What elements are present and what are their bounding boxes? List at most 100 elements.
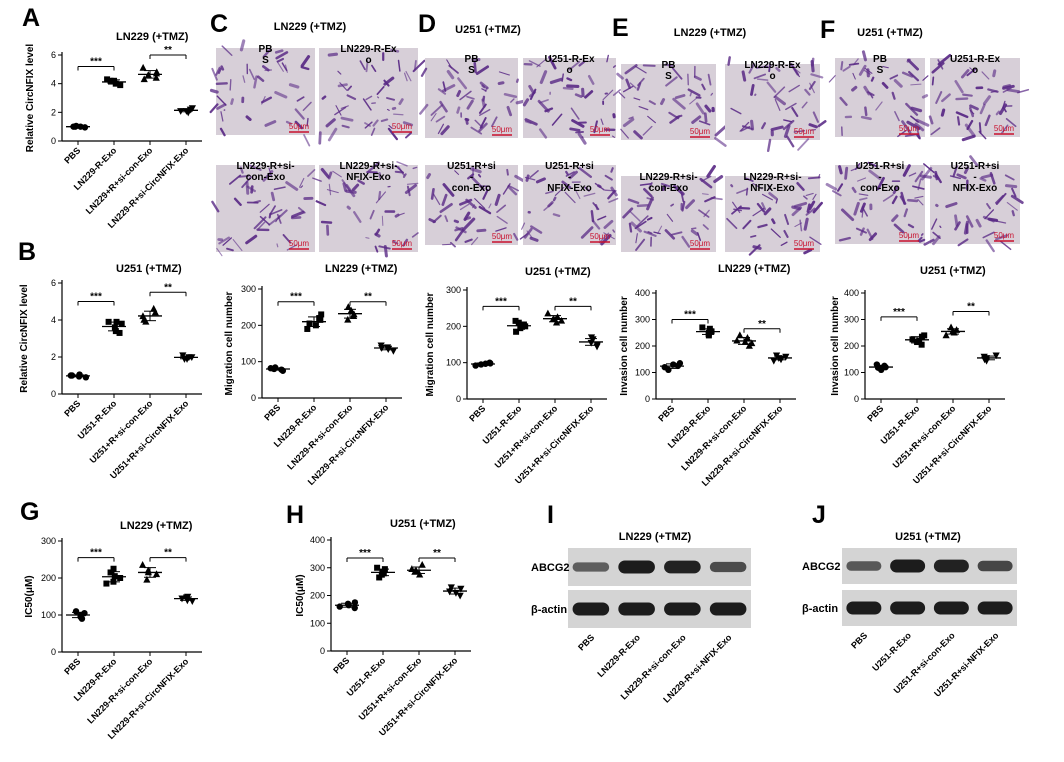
micrograph-d-stain bbox=[446, 69, 455, 80]
micrograph-c-stain bbox=[387, 127, 398, 141]
panel-a-ytick-label: 6 bbox=[51, 50, 56, 60]
panel-a-xtick-label: LN229+R+si-con-Exo bbox=[84, 145, 155, 216]
micrograph-f-stain bbox=[969, 109, 975, 115]
micrograph-d-stain bbox=[528, 84, 536, 95]
micrograph-f-stain bbox=[982, 231, 995, 239]
micrograph-c-stain bbox=[332, 170, 342, 178]
micrograph-e-stain bbox=[770, 125, 784, 132]
micrograph-e-label-line: con-Exo bbox=[649, 183, 688, 194]
micrograph-e-stain bbox=[744, 177, 754, 182]
panel-c-title: LN229 (+TMZ) bbox=[325, 263, 398, 275]
micrograph-e-stain bbox=[775, 67, 781, 72]
panel-a-point bbox=[107, 77, 114, 84]
micrograph-c-stain bbox=[253, 216, 267, 230]
micrograph-e-stain bbox=[812, 201, 823, 214]
panel-c-chart: LN229 (+TMZ) Migration cell number 0 100 200… bbox=[224, 263, 402, 487]
panel-f-ytick-label: 200 bbox=[844, 341, 859, 351]
panel-a-ytick-label: 2 bbox=[51, 107, 56, 117]
micrograph-c-stain bbox=[268, 167, 273, 178]
micrograph-d-stain bbox=[437, 123, 445, 135]
micrograph-e-stain bbox=[756, 78, 769, 81]
micrograph-e-stain bbox=[665, 76, 678, 87]
micrograph-c-stain bbox=[371, 64, 377, 72]
panel-a-xtick-label: PBS bbox=[62, 145, 82, 165]
micrograph-d-stain bbox=[449, 241, 456, 248]
micrograph-c-label-line: con-Exo bbox=[246, 172, 285, 183]
micrograph-d-label-line: - bbox=[470, 172, 473, 183]
micrograph-f-title: U251 (+TMZ) bbox=[857, 27, 923, 39]
panel-h-point bbox=[351, 599, 359, 606]
micrograph-c-label-line: PB bbox=[259, 44, 273, 55]
micrograph-e-stain bbox=[628, 222, 633, 233]
micrograph-f-stain bbox=[952, 165, 958, 178]
micrograph-e-stain bbox=[801, 101, 808, 109]
micrograph-f-stain bbox=[1005, 118, 1017, 128]
micrograph-c-stain bbox=[397, 59, 401, 72]
panel-b-point bbox=[118, 320, 125, 327]
micrograph-e-stain bbox=[687, 88, 701, 97]
micrograph-d-stain bbox=[475, 65, 490, 75]
micrograph-f-stain bbox=[995, 110, 1001, 116]
micrograph-f-stain bbox=[844, 166, 849, 180]
micrograph-c-stain bbox=[403, 72, 408, 82]
panel-d-ytick-label: 100 bbox=[446, 358, 461, 368]
micrograph-c-stain bbox=[357, 179, 365, 185]
micrograph-f-stain bbox=[1001, 100, 1006, 110]
micrograph-e-stain bbox=[808, 123, 818, 129]
panel-c-point bbox=[344, 303, 352, 310]
panel-g-ytick-label: 0 bbox=[51, 647, 56, 657]
micrograph-d-stain bbox=[554, 186, 565, 196]
micrograph-d-stain bbox=[430, 104, 444, 116]
micrograph-d-stain bbox=[481, 88, 487, 92]
panel-a-chart: LN229 (+TMZ) Relative CircNFIX level 0 2 4 6 P… bbox=[25, 31, 202, 230]
micrograph-d-stain bbox=[574, 93, 583, 98]
micrograph-d-stain bbox=[551, 113, 563, 126]
micrograph-e-stain bbox=[695, 102, 705, 115]
micrograph-d-stain bbox=[470, 126, 483, 135]
micrograph-f-stain bbox=[908, 70, 920, 82]
micrograph-f-stain bbox=[1011, 187, 1017, 198]
panel-e-ytick-label: 400 bbox=[635, 288, 650, 298]
micrograph-e-stain bbox=[736, 188, 749, 194]
micrograph-d-stain bbox=[529, 170, 539, 178]
micrograph-f-stain bbox=[985, 239, 995, 253]
panel-d-point bbox=[587, 334, 596, 342]
micrograph-c-stain bbox=[229, 79, 232, 91]
micrograph-c-stain bbox=[412, 166, 418, 170]
micrograph-c-stain bbox=[378, 190, 382, 201]
micrograph-c-stain bbox=[406, 182, 419, 185]
micrograph-e-label-line: LN229-R+si- bbox=[743, 172, 801, 183]
micrograph-e-stain bbox=[703, 112, 708, 123]
micrograph-c-stain bbox=[249, 164, 262, 172]
micrograph-c-stain bbox=[396, 161, 408, 167]
micrograph-f-stain bbox=[901, 71, 914, 78]
micrograph-e-stain bbox=[646, 216, 653, 221]
panel-e-point bbox=[661, 364, 668, 371]
micrograph-c-stain bbox=[230, 98, 234, 105]
micrograph-d-stain bbox=[611, 135, 615, 138]
micrograph-f-stain bbox=[1004, 174, 1015, 181]
micrograph-c-stain bbox=[326, 189, 339, 194]
micrograph-e-stain bbox=[761, 122, 767, 130]
blot-i-row-label: ABCG2 bbox=[531, 562, 570, 574]
micrograph-d-stain bbox=[577, 132, 587, 145]
panel-b-point bbox=[111, 324, 118, 331]
panel-e-ytick-label: 0 bbox=[645, 394, 650, 404]
panel-c-point bbox=[312, 322, 319, 329]
panel-h-sig-label: *** bbox=[359, 548, 371, 559]
micrograph-e-stain bbox=[657, 225, 663, 235]
micrograph-f-stain bbox=[960, 69, 970, 79]
micrograph-f-stain bbox=[907, 198, 919, 203]
micrograph-c-stain bbox=[353, 211, 362, 223]
micrograph-d-stain bbox=[510, 98, 515, 103]
micrograph-c-stain bbox=[215, 66, 221, 76]
micrograph-f-stain bbox=[853, 201, 860, 216]
micrograph-e-label-line: LN229-R-Ex bbox=[744, 60, 801, 71]
micrograph-c-stain bbox=[220, 65, 225, 71]
micrograph-f-stain bbox=[1002, 84, 1012, 89]
micrograph-e-stain bbox=[710, 197, 723, 201]
panel-g-xtick-label: PBS bbox=[62, 656, 82, 676]
micrograph-f-stain bbox=[902, 164, 911, 177]
micrograph-e-stain bbox=[635, 238, 646, 251]
panel-c-ytick-label: 200 bbox=[241, 320, 256, 330]
